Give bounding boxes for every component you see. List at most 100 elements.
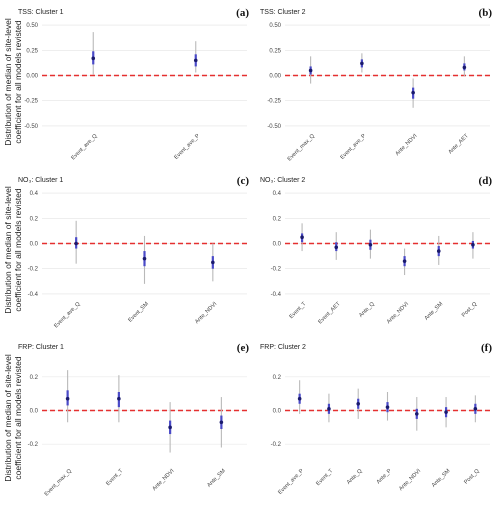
x-tick-label: Post_Q — [463, 468, 481, 486]
x-tick-label: Event_ave_Q — [53, 301, 82, 330]
y-tick-label: 0.2 — [30, 375, 39, 381]
y-tick-label: 0.25 — [269, 48, 281, 54]
ylabel-line1: Distribution of median of site-level — [3, 186, 13, 314]
panel-f: FRP: Cluster 2 (f) -0.2 0.0 0.2 Event_ave_P Ev… — [260, 342, 492, 496]
median-point — [117, 396, 121, 401]
y-tick-label: 0.0 — [30, 409, 39, 415]
y-tick-label: -0.4 — [271, 292, 282, 298]
median-point — [462, 65, 467, 70]
y-tick-label: 0.50 — [26, 23, 38, 29]
y-tick-label: 0.50 — [269, 23, 281, 29]
median-point — [385, 405, 390, 409]
panel-letter: (a) — [236, 7, 249, 19]
median-point — [414, 412, 419, 416]
y-tick-label: 0.00 — [269, 74, 281, 80]
y-tick-label: 0.0 — [273, 242, 282, 248]
y-tick-label: -0.2 — [28, 442, 39, 448]
median-point — [327, 407, 331, 411]
x-tick-label: Event_max_Q — [287, 133, 317, 163]
y-tick-label: 0.0 — [273, 409, 282, 415]
panel-title: TSS: Cluster 2 — [260, 9, 306, 16]
row-1-ylabel: Distribution of median of site-level coe… — [3, 18, 23, 146]
median-point — [219, 420, 224, 425]
median-point — [368, 242, 373, 247]
median-point — [297, 396, 302, 401]
y-tick-label: 0.4 — [273, 191, 282, 197]
median-point — [473, 407, 478, 411]
y-tick-label: -0.25 — [24, 99, 38, 105]
x-tick-label: Event_ave_P — [340, 133, 368, 161]
x-tick-label: Event_ave_Q — [70, 133, 99, 162]
x-tick-label: Ante_SM — [431, 468, 452, 489]
median-point — [168, 425, 172, 430]
ylabel-line2: coefficient for all models revisted — [13, 20, 23, 143]
x-tick-label: Event_max_Q — [44, 468, 74, 498]
median-point — [471, 242, 475, 247]
ylabel-line2: coefficient for all models revisted — [13, 356, 23, 479]
y-tick-label: 0.2 — [273, 375, 282, 381]
y-tick-label: -0.50 — [24, 124, 38, 130]
x-tick-label: Ante_SM — [206, 468, 227, 489]
panel-letter: (b) — [479, 7, 493, 19]
y-tick-label: 0.2 — [273, 216, 282, 222]
panel-c: NO₃: Cluster 1 (c) -0.4 -0.2 0.0 0.2 0.4 Event_… — [18, 175, 249, 329]
panel-b: TSS: Cluster 2 (b) -0.50 -0.25 0.00 0.25 0.50 E… — [260, 7, 492, 162]
x-tick-label: Ante_NDVI — [152, 468, 176, 492]
median-point — [300, 235, 304, 239]
x-tick-label: Post_Q — [461, 301, 479, 319]
row-2-ylabel: Distribution of median of site-level coe… — [3, 186, 23, 314]
x-tick-label: Event_SM — [127, 301, 150, 324]
panel-title: NO₃: Cluster 2 — [260, 177, 305, 184]
y-tick-label: -0.2 — [271, 442, 282, 448]
y-tick-label: 0.2 — [30, 216, 39, 222]
median-point — [74, 241, 78, 246]
x-tick-label: Ante_P — [376, 468, 393, 485]
panel-letter: (c) — [237, 175, 250, 187]
panel-letter: (f) — [481, 342, 492, 354]
panel-title: NO₃: Cluster 1 — [18, 177, 63, 184]
median-point — [193, 58, 198, 63]
y-tick-label: -0.2 — [28, 267, 39, 273]
median-point — [65, 396, 70, 401]
median-point — [91, 56, 96, 61]
panel-d: NO₃: Cluster 2 (d) -0.4 -0.2 0.0 0.2 0.4 Event_… — [260, 175, 492, 325]
ylabel-line1: Distribution of median of site-level — [3, 354, 13, 482]
panel-title: FRP: Cluster 2 — [260, 344, 306, 351]
x-tick-label: Event_T — [105, 468, 124, 487]
row-3-ylabel: Distribution of median of site-level coe… — [3, 354, 23, 482]
y-tick-label: -0.4 — [28, 292, 39, 298]
median-point — [356, 401, 361, 406]
x-tick-label: Event_ave_P — [173, 133, 201, 161]
panel-e: FRP: Cluster 1 (e) -0.2 0.0 0.2 Event_max_Q Ev… — [18, 342, 249, 497]
ylabel-line1: Distribution of median of site-level — [3, 18, 13, 146]
panels: TSS: Cluster 1 (a) -0.50 -0.25 0.00 0.25 0.50 E… — [18, 7, 492, 497]
panel-letter: (d) — [479, 175, 493, 187]
median-point — [142, 256, 147, 261]
median-point — [444, 410, 448, 414]
median-point — [334, 245, 339, 250]
x-tick-label: Event_T — [315, 468, 334, 487]
x-tick-label: Ante_Q — [346, 468, 364, 486]
panel-title: FRP: Cluster 1 — [18, 344, 64, 351]
x-tick-label: Ante_NDVI — [398, 468, 422, 492]
y-tick-label: -0.50 — [267, 124, 281, 130]
panel-title: TSS: Cluster 1 — [18, 9, 64, 16]
y-tick-label: 0.25 — [26, 48, 38, 54]
x-tick-label: Ante_NDVI — [194, 301, 218, 325]
median-point — [360, 61, 364, 66]
x-tick-label: Event_ave_P — [277, 468, 305, 496]
panel-a: TSS: Cluster 1 (a) -0.50 -0.25 0.00 0.25 0.50 E… — [18, 7, 249, 161]
x-tick-label: Ante_AET — [448, 133, 471, 156]
x-tick-label: Ante_SM — [424, 301, 445, 322]
x-tick-label: Ante_NDVI — [395, 133, 419, 157]
x-tick-label: Event_T — [289, 301, 308, 320]
x-tick-label: Ante_Q — [358, 301, 376, 319]
x-tick-label: Ante_NDVI — [386, 301, 410, 325]
y-tick-label: 0.4 — [30, 191, 39, 197]
y-tick-label: 0.00 — [26, 74, 38, 80]
ylabel-line2: coefficient for all models revisted — [13, 188, 23, 311]
median-point — [402, 259, 407, 263]
median-point — [308, 68, 313, 73]
x-tick-label: Event_AET — [317, 301, 342, 326]
